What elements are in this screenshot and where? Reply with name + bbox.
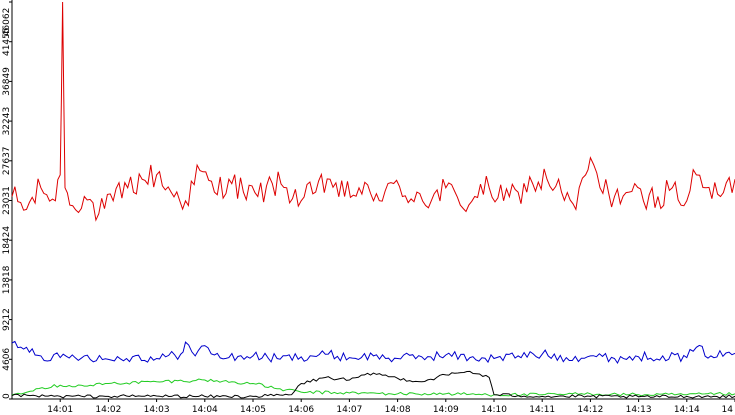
y-tick-label: 0 (2, 393, 12, 399)
x-tick-label: 14:12 (577, 405, 603, 415)
y-tick-label: 9212 (2, 308, 12, 331)
x-tick-label: 14:09 (433, 405, 459, 415)
x-tick-label: 14:06 (288, 405, 314, 415)
x-tick-label: 14:05 (240, 405, 266, 415)
y-tick-label: 41455 (2, 27, 12, 56)
series-line-3 (11, 370, 735, 399)
y-tick-label: 36849 (2, 67, 12, 96)
series-line-2 (11, 378, 735, 397)
x-tick-label: 14:13 (626, 405, 652, 415)
x-axis-ticks: 14:01 14:02 14:03 14:04 14:05 14:06 14:07 14:08… (47, 399, 735, 415)
x-tick-label: 14 (722, 405, 734, 415)
x-tick-label: 14:07 (336, 405, 362, 415)
series-layer (11, 1, 735, 399)
y-tick-label: 13818 (2, 265, 12, 294)
series-line-1 (11, 340, 735, 365)
x-tick-label: 14:01 (47, 405, 73, 415)
y-tick-label: 27637 (2, 146, 12, 175)
x-tick-label: 14:02 (95, 405, 121, 415)
y-tick-label: 46062 (2, 8, 12, 37)
y-axis-ticks: 0 4606 9212 13818 18424 23031 27637 32243 36849 4… (2, 1, 12, 400)
y-tick-label: 32243 (2, 107, 12, 136)
y-tick-label: 4606 (2, 348, 12, 371)
x-tick-label: 14:14 (674, 405, 700, 415)
y-tick-label: 18424 (2, 226, 12, 255)
x-tick-label: 14:03 (144, 405, 170, 415)
series-line-0 (11, 1, 735, 222)
x-tick-label: 14:08 (385, 405, 411, 415)
x-tick-label: 14:10 (481, 405, 507, 415)
x-tick-label: 14:11 (529, 405, 555, 415)
x-tick-label: 14:04 (192, 405, 218, 415)
y-tick-label: 23031 (2, 186, 12, 215)
